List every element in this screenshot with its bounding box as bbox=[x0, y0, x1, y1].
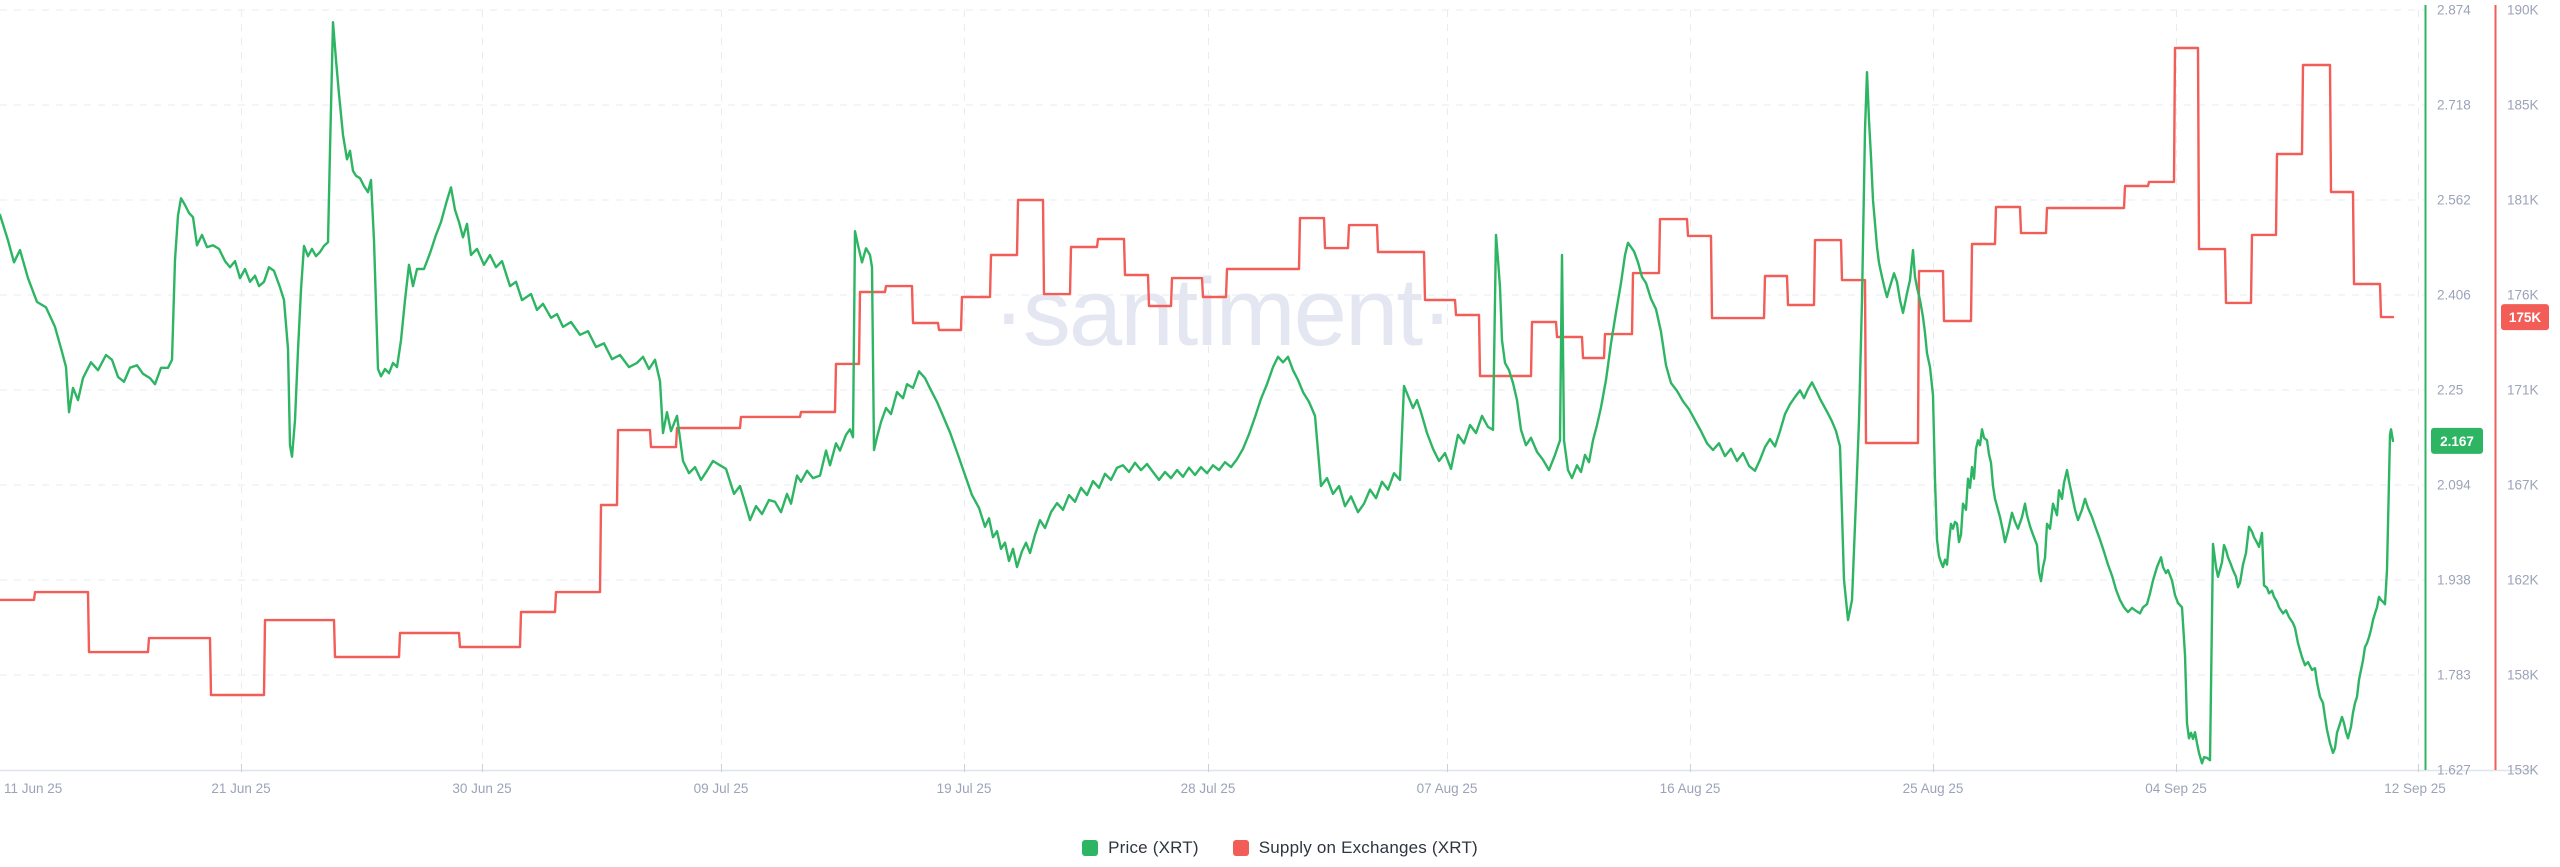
supply-tick-label: 162K bbox=[2507, 573, 2539, 588]
x-tick-label: 07 Aug 25 bbox=[1417, 781, 1478, 796]
supply-tick-label: 190K bbox=[2507, 3, 2539, 18]
supply-tick-label: 158K bbox=[2507, 668, 2539, 683]
supply-tick-label: 181K bbox=[2507, 193, 2539, 208]
x-tick-label: 09 Jul 25 bbox=[694, 781, 749, 796]
x-tick-label: 04 Sep 25 bbox=[2145, 781, 2207, 796]
x-tick-label: 16 Aug 25 bbox=[1660, 781, 1721, 796]
price-tick-label: 1.627 bbox=[2437, 763, 2471, 778]
supply-current-badge-text: 175K bbox=[2509, 310, 2542, 325]
x-tick-label: 25 Aug 25 bbox=[1903, 781, 1964, 796]
price-tick-label: 2.562 bbox=[2437, 193, 2471, 208]
price-series-swatch bbox=[1082, 840, 1099, 856]
supply-tick-label: 153K bbox=[2507, 763, 2539, 778]
price-tick-label: 2.718 bbox=[2437, 98, 2471, 113]
x-tick-label: 12 Sep 25 bbox=[2384, 781, 2446, 796]
price-tick-label: 2.25 bbox=[2437, 383, 2463, 398]
price-tick-label: 2.406 bbox=[2437, 288, 2471, 303]
x-tick-label: 30 Jun 25 bbox=[452, 781, 511, 796]
supply-series-line bbox=[0, 46, 2395, 697]
supply-current-badge bbox=[2501, 304, 2549, 331]
supply-tick-label: 176K bbox=[2507, 288, 2539, 303]
price-tick-label: 1.783 bbox=[2437, 668, 2471, 683]
x-tick-label: 19 Jul 25 bbox=[937, 781, 992, 796]
chart-legend: Price (XRT) Supply on Exchanges (XRT) bbox=[0, 838, 2560, 858]
price-series-line bbox=[0, 21, 2395, 765]
price-current-badge bbox=[2431, 427, 2483, 454]
supply-tick-label: 167K bbox=[2507, 478, 2539, 493]
price-tick-label: 2.874 bbox=[2437, 3, 2471, 18]
supply-tick-label: 171K bbox=[2507, 383, 2539, 398]
price-tick-label: 1.938 bbox=[2437, 573, 2471, 588]
price-supply-chart[interactable]: ·santiment· 2.874 2.718 2.562 2.406 2.25 2.094… bbox=[0, 0, 2560, 838]
price-tick-label: 2.094 bbox=[2437, 478, 2471, 493]
x-tick-label: 28 Jul 25 bbox=[1181, 781, 1236, 796]
legend-item-supply[interactable]: Supply on Exchanges (XRT) bbox=[1232, 838, 1478, 858]
supply-tick-label: 185K bbox=[2507, 98, 2539, 113]
x-tick-label: 21 Jun 25 bbox=[211, 781, 270, 796]
supply-series-label: Supply on Exchanges (XRT) bbox=[1258, 838, 1478, 857]
santiment-watermark: ·santiment· bbox=[993, 259, 1451, 366]
legend-item-price[interactable]: Price (XRT) bbox=[1082, 838, 1199, 858]
price-series-label: Price (XRT) bbox=[1108, 838, 1199, 857]
supply-series-swatch bbox=[1232, 840, 1249, 856]
x-tick-label: 11 Jun 25 bbox=[4, 781, 62, 796]
price-current-badge-text: 2.167 bbox=[2440, 434, 2474, 449]
